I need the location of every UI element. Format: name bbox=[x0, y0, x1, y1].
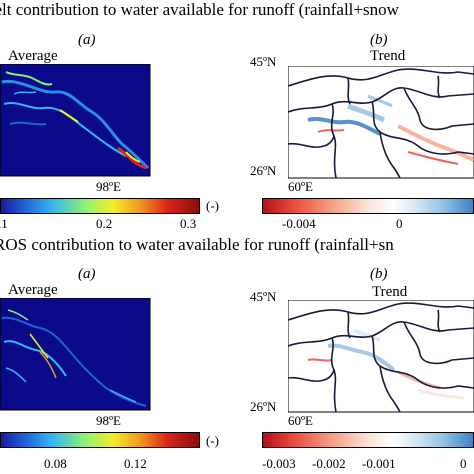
top-left-colorbar-tick-3: 0.3 bbox=[180, 216, 197, 231]
bottom-left-panel-heading: Average bbox=[8, 282, 58, 298]
bottom-right-trend-map bbox=[288, 300, 474, 413]
top-right-colorbar-tick-2: 0 bbox=[396, 216, 403, 231]
top-right-colorbar bbox=[262, 198, 474, 214]
bottom-left-colorbar-tick-1: 0.08 bbox=[44, 456, 67, 471]
top-left-colorbar bbox=[0, 198, 200, 214]
bottom-left-colorbar-unit: (-) bbox=[206, 433, 219, 448]
bottom-right-panel-letter: (b) bbox=[370, 266, 388, 282]
bottom-right-panel-heading: Trend bbox=[372, 284, 408, 300]
bottom-right-colorbar-tick-3: -0.001 bbox=[362, 456, 396, 471]
bottom-right-lon-label: 60ºE bbox=[288, 413, 313, 428]
bottom-left-colorbar-tick-2: 0.12 bbox=[124, 456, 147, 471]
top-right-colorbar-tick-1: -0.004 bbox=[282, 216, 316, 231]
bottom-left-colorbar bbox=[0, 432, 200, 448]
bottom-right-lat-bottom: 26ºN bbox=[250, 399, 277, 414]
top-right-lon-label: 60ºE bbox=[288, 179, 313, 194]
top-right-lat-top: 45ºN bbox=[250, 54, 277, 69]
bottom-left-average-map bbox=[0, 298, 151, 411]
bottom-figure-title: ROS contribution to water available for … bbox=[0, 235, 394, 254]
top-left-panel-letter: (a) bbox=[78, 32, 96, 48]
top-right-lat-bottom: 26ºN bbox=[250, 163, 277, 178]
top-figure-title: nelt contribution to water available for… bbox=[0, 0, 399, 19]
top-left-colorbar-tick-1: .1 bbox=[0, 216, 8, 231]
bottom-right-colorbar bbox=[262, 432, 474, 448]
top-right-panel-heading: Trend bbox=[370, 48, 406, 64]
bottom-right-colorbar-tick-2: -0.002 bbox=[312, 456, 346, 471]
bottom-right-lat-top: 45ºN bbox=[250, 289, 277, 304]
bottom-left-lon-label: 98ºE bbox=[96, 413, 121, 428]
bottom-right-colorbar-tick-1: -0.003 bbox=[262, 456, 296, 471]
top-left-lon-label: 98ºE bbox=[96, 179, 121, 194]
bottom-left-panel-letter: (a) bbox=[78, 266, 96, 282]
top-left-colorbar-tick-2: 0.2 bbox=[96, 216, 113, 231]
top-right-panel-letter: (b) bbox=[370, 32, 388, 48]
bottom-right-colorbar-tick-4: 0 bbox=[460, 456, 467, 471]
top-left-average-map bbox=[0, 64, 151, 177]
top-left-colorbar-unit: (-) bbox=[206, 198, 219, 213]
top-right-trend-map bbox=[288, 66, 474, 179]
top-left-panel-heading: Average bbox=[8, 48, 58, 64]
